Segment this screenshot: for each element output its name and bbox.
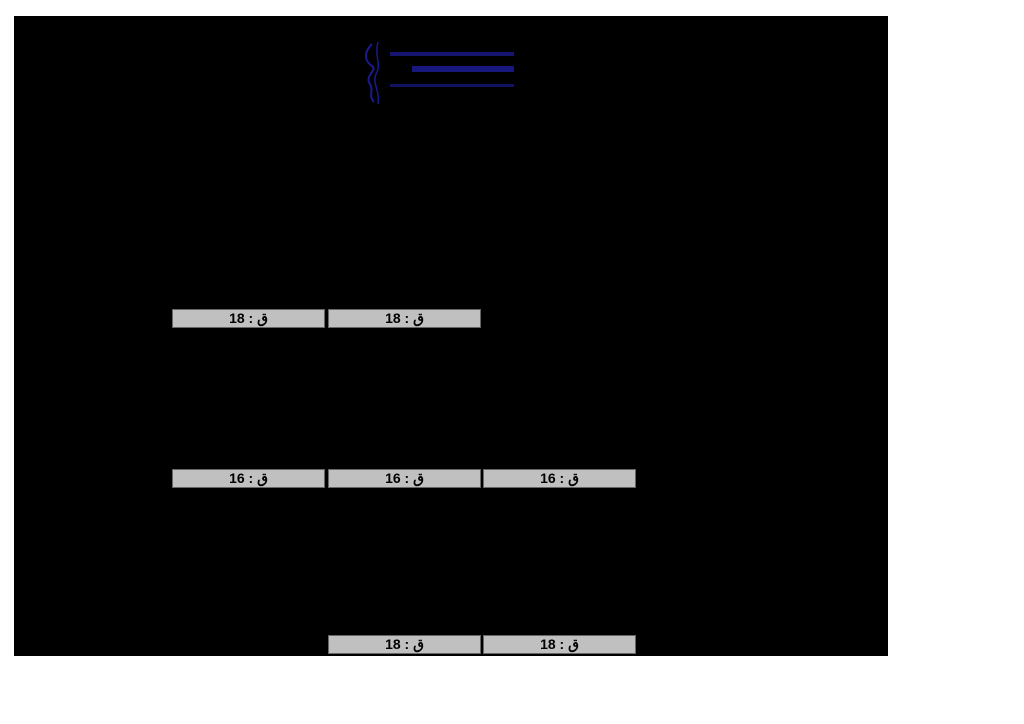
score-cell: ق : 18 [172, 309, 325, 328]
score-cell: ق : 18 [328, 635, 481, 654]
score-cell: ق : 18 [328, 309, 481, 328]
score-cell: ق : 18 [483, 635, 636, 654]
score-cell: ق : 16 [328, 469, 481, 488]
document-page [14, 16, 888, 656]
score-cell: ق : 16 [172, 469, 325, 488]
score-cell: ق : 16 [483, 469, 636, 488]
university-logo [365, 41, 514, 105]
